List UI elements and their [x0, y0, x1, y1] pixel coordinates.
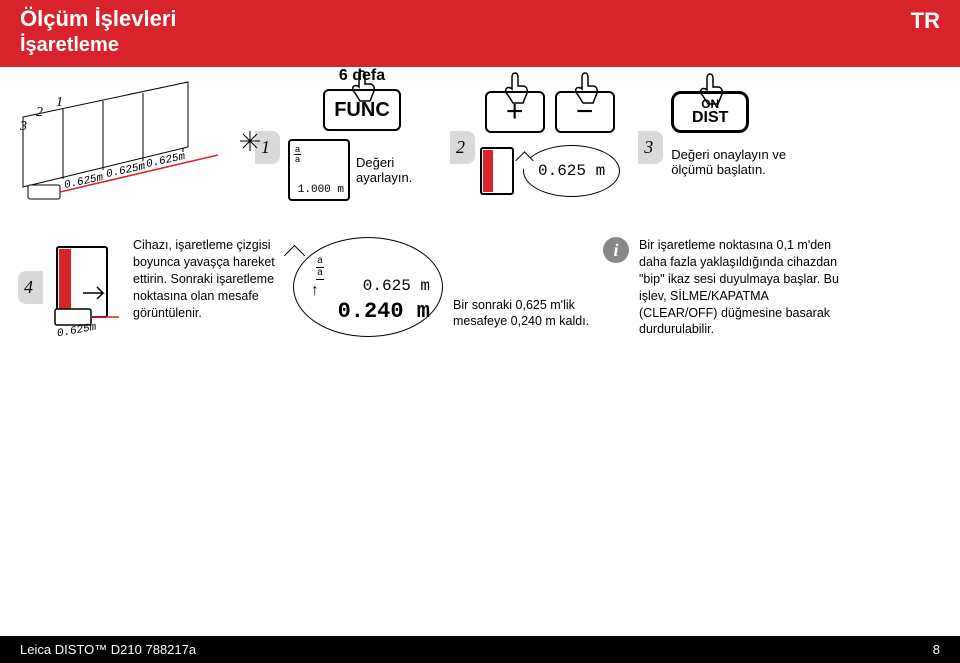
plus-button[interactable]: +	[485, 91, 545, 133]
device-svg	[53, 243, 123, 333]
bubble-v2: 0.240 m	[338, 299, 430, 324]
finger-icon	[688, 68, 732, 112]
page-header: Ölçüm İşlevleri İşaretleme TR	[0, 0, 960, 67]
step-chip-3: 3	[638, 131, 663, 164]
bubble-row: 0.625 m	[479, 145, 620, 197]
row-step-4: 4 0.625m Cihazı, işaretleme çizgisi boyu…	[0, 227, 960, 338]
red-wall-icon	[479, 146, 515, 196]
info-icon: i	[603, 237, 629, 263]
footer-right: 8	[933, 642, 940, 657]
finger-icon	[340, 65, 384, 109]
wall-num-2: 2	[36, 105, 43, 121]
finger-icon	[563, 67, 607, 111]
finger-icon	[493, 67, 537, 111]
stake-icon-bubble: aa	[316, 256, 324, 280]
step-chip-2: 2	[450, 131, 475, 164]
dist-label: DIST	[692, 110, 728, 126]
wall-diagram: 1 2 3 0.625m 0.625m 0.625m	[18, 77, 223, 212]
caption-adjust: Değeri ayarlayın.	[356, 155, 436, 185]
page-title: Ölçüm İşlevleri	[20, 6, 177, 32]
device-move-diagram: 0.625m	[53, 243, 123, 333]
caption-confirm: Değeri onaylayın ve ölçümü başlatın.	[671, 147, 801, 177]
burst-icon	[240, 131, 260, 151]
func-screen-row: aa 1.000 m Değeri ayarlayın.	[288, 139, 436, 201]
dist-button[interactable]: ON DIST	[671, 91, 749, 133]
arrow-up-icon: ↑	[310, 282, 320, 300]
row-steps-1-3: 1 2 3 0.625m 0.625m 0.625m 1 6 defa FUNC…	[0, 67, 960, 227]
page-subtitle: İşaretleme	[20, 34, 177, 57]
func-button[interactable]: FUNC	[323, 89, 401, 131]
func-group: 6 defa FUNC aa 1.000 m Değeri ayarlayın.	[288, 67, 436, 201]
dist-group: ON DIST Değeri onaylayın ve ölçümü başla…	[671, 91, 801, 177]
language-code: TR	[911, 6, 940, 34]
header-titles: Ölçüm İşlevleri İşaretleme	[20, 6, 177, 57]
value-bubble: 0.625 m	[523, 145, 620, 197]
instruction-text-1: Cihazı, işaretleme çizgisi boyunca yavaş…	[133, 237, 283, 321]
screen1-value: 1.000 m	[298, 184, 344, 196]
plusminus-group: + − 0.625 m	[479, 91, 620, 197]
instruction-text-2: Bir sonraki 0,625 m'lik mesafeye 0,240 m…	[453, 297, 593, 331]
mini-screen-1: aa 1.000 m	[288, 139, 350, 201]
page-footer: Leica DISTO™ D210 788217a 8	[0, 636, 960, 663]
wall-num-3: 3	[20, 119, 27, 135]
bubble1-value: 0.625 m	[538, 162, 605, 180]
big-bubble: aa ↑ 0.625 m 0.240 m	[293, 237, 443, 337]
wall-svg	[18, 77, 223, 212]
stake-icon: aa	[294, 145, 301, 164]
minus-button[interactable]: −	[555, 91, 615, 133]
bubble-v1: 0.625 m	[363, 277, 430, 295]
wall-num-1: 1	[56, 95, 63, 111]
footer-left: Leica DISTO™ D210 788217a	[20, 642, 196, 657]
step-chip-4: 4	[18, 271, 43, 304]
instruction-text-3: Bir işaretleme noktasına 0,1 m'den daha …	[639, 237, 849, 338]
